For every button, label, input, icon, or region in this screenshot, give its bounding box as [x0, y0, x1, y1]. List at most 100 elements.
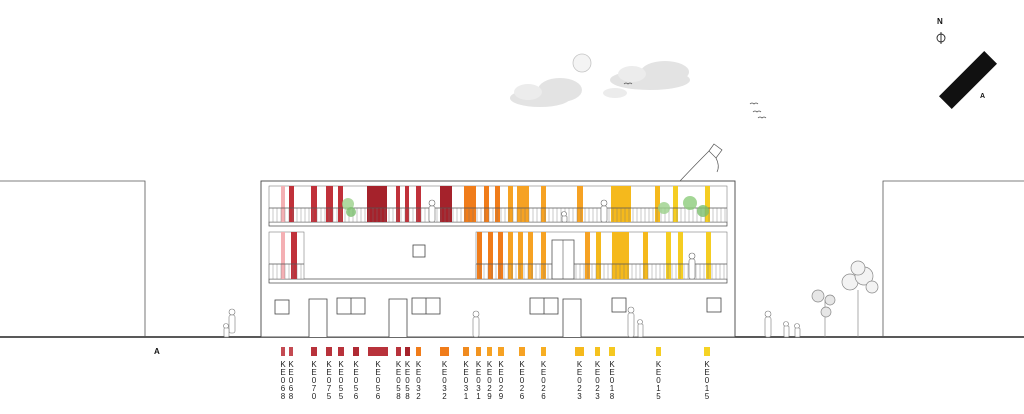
- legend-code: K E 0 2 6: [540, 360, 547, 401]
- legend-code: K E 0 2 6: [519, 360, 525, 401]
- facade-fin: [311, 186, 317, 222]
- moon: [572, 53, 592, 73]
- legend-code: K E 0 5 5: [338, 360, 344, 401]
- facade-fin: [405, 186, 409, 222]
- legend-code: K E 0 1 5: [655, 360, 662, 401]
- facade-fin: [706, 232, 711, 279]
- legend-swatch: [311, 347, 317, 356]
- legend-swatch: [368, 347, 388, 356]
- legend-code: K E 0 3 2: [415, 360, 422, 401]
- facade-fin: [291, 232, 297, 279]
- legend-code: K E 0 6 8: [288, 360, 294, 401]
- facade-fin: [367, 186, 387, 222]
- facade-fin: [484, 186, 489, 222]
- facade-fin: [643, 232, 648, 279]
- legend-swatch: [281, 347, 285, 356]
- balcony-figures: [428, 199, 696, 280]
- legend-swatch: [289, 347, 293, 356]
- legend-code: K E 0 3 1: [463, 360, 469, 401]
- facade-fin: [611, 186, 631, 222]
- compass-section-label: A: [980, 93, 986, 100]
- facade-fin: [508, 186, 513, 222]
- north-label: N: [937, 17, 943, 26]
- legend-code: K E 0 6 8: [280, 360, 286, 401]
- facade-fin: [464, 186, 476, 222]
- legend-code: K E 0 1 5: [704, 360, 710, 401]
- site-plan-icon: [939, 51, 997, 109]
- facade-fin: [289, 186, 294, 222]
- legend-swatch: [416, 347, 421, 356]
- balcony-plants: [342, 196, 709, 217]
- legend-code: K E 0 7 0: [311, 360, 317, 401]
- legend-swatch: [463, 347, 469, 356]
- legend-code: K E 0 2 3: [594, 360, 601, 401]
- legend-swatch: [353, 347, 359, 356]
- facade-fin: [498, 232, 503, 279]
- legend-swatch: [338, 347, 344, 356]
- legend-code: K E 0 2 9: [498, 360, 504, 401]
- facade-fin: [281, 232, 285, 279]
- legend-code: K E 0 5 8: [395, 360, 402, 401]
- facade-fin: [517, 186, 529, 222]
- facade-fins: [281, 186, 711, 279]
- ground-floor-windows: [274, 297, 722, 315]
- legend-swatch: [476, 347, 481, 356]
- facade-fin: [541, 232, 546, 279]
- legend-code: K E 0 1 8: [609, 360, 615, 401]
- facade-fin: [477, 232, 482, 279]
- facade-fin: [678, 232, 683, 279]
- legend-swatch: [498, 347, 504, 356]
- legend-code: K E 0 7 5: [326, 360, 332, 401]
- legend-code: K E 0 2 9: [486, 360, 493, 401]
- legend-swatch: [704, 347, 710, 356]
- facade-fin: [488, 232, 493, 279]
- legend-swatch: [440, 347, 449, 356]
- facade-fin: [705, 186, 710, 222]
- balcony-slab-lower: [268, 278, 728, 284]
- legend-code: K E 0 5 6: [353, 360, 359, 401]
- clouds: [510, 61, 690, 107]
- legend-code: K E 0 3 1: [475, 360, 482, 401]
- facade-fin: [528, 232, 533, 279]
- birds: [623, 82, 767, 119]
- legend-swatch: [541, 347, 546, 356]
- balcony-slab-upper: [268, 221, 728, 227]
- pedestrians: [223, 306, 801, 338]
- legend-swatch: [519, 347, 525, 356]
- legend-code: K E 0 2 3: [576, 360, 583, 401]
- legend-swatch: [396, 347, 401, 356]
- legend-swatch: [326, 347, 332, 356]
- north-arrow: [936, 32, 946, 44]
- facade-fin: [440, 186, 452, 222]
- railings: [268, 207, 727, 279]
- entrance-doors: [308, 298, 582, 337]
- facade-fin: [541, 186, 546, 222]
- facade-fin: [416, 186, 421, 222]
- facade-fin: [338, 186, 343, 222]
- facade-fin: [495, 186, 500, 222]
- facade-fin: [577, 186, 583, 222]
- facade-fin: [673, 186, 678, 222]
- kite: [679, 143, 723, 182]
- legend-swatch: [609, 347, 615, 356]
- loggia-lower-left: [268, 231, 305, 280]
- legend-code: K E 0 5 6: [375, 360, 381, 401]
- facade-fin: [396, 186, 400, 222]
- upper-window: [412, 244, 426, 258]
- facade-fin: [326, 186, 333, 222]
- legend-code: K E 0 3 2: [441, 360, 448, 401]
- legend-swatch: [405, 347, 410, 356]
- neighbour-building-left: [0, 180, 146, 337]
- section-label-a: A: [154, 347, 160, 356]
- legend-swatch: [487, 347, 492, 356]
- facade-fin: [281, 186, 285, 222]
- legend-swatch: [595, 347, 600, 356]
- loggia-lower-right: [475, 231, 728, 280]
- legend-swatch: [575, 347, 584, 356]
- facade-fin: [596, 232, 601, 279]
- facade-fin: [612, 232, 629, 279]
- facade-fin: [518, 232, 523, 279]
- legend-code: K E 0 5 8: [404, 360, 411, 401]
- facade-fin: [655, 186, 660, 222]
